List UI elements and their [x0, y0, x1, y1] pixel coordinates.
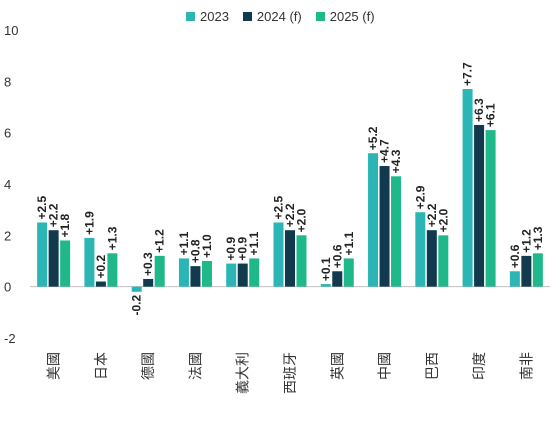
category-label: 印度: [472, 352, 488, 380]
data-label: -0.2: [130, 294, 144, 315]
data-label: +6.1: [484, 103, 498, 127]
legend-item: 2023: [186, 9, 229, 24]
data-label: +2.5: [272, 195, 286, 219]
data-label: +1.9: [82, 211, 96, 235]
legend-swatch: [315, 12, 325, 21]
category-label: 德國: [141, 352, 157, 380]
category-label: 英國: [329, 352, 346, 380]
bar: [107, 253, 118, 287]
data-label: +0.6: [508, 244, 522, 268]
bar: [190, 266, 201, 287]
bar: [285, 230, 295, 287]
data-label: +2.9: [413, 185, 427, 209]
bar: [143, 278, 154, 287]
data-label: +0.1: [319, 257, 333, 281]
bar: [178, 258, 189, 287]
bar: [237, 263, 248, 287]
bar: [48, 230, 59, 287]
data-label: +1.1: [177, 231, 191, 255]
data-label: +1.2: [519, 229, 533, 253]
category-label: 美國: [47, 352, 63, 380]
bar: [332, 271, 343, 287]
bar: [426, 230, 437, 287]
y-tick-label: 4: [4, 177, 11, 192]
data-label: +4.3: [389, 149, 403, 173]
bar: [296, 235, 307, 287]
data-label: +5.2: [366, 126, 380, 150]
legend-label: 2024 (f): [256, 9, 302, 24]
bar: [438, 235, 449, 287]
category-label: 中國: [378, 352, 394, 380]
y-tick-label: 8: [4, 74, 11, 89]
chart-legend: 2023 2024 (f) 2025 (f): [186, 9, 375, 24]
data-label: +0.6: [330, 244, 344, 268]
category-label: 日本: [94, 352, 110, 380]
legend-label: 2023: [200, 9, 229, 24]
bar: [154, 255, 165, 287]
bar: [415, 212, 426, 287]
category-label: 法國: [188, 352, 204, 380]
y-tick-label: 6: [4, 126, 11, 141]
legend-swatch: [186, 12, 195, 21]
data-label: +0.2: [94, 255, 108, 279]
bar: [391, 176, 402, 287]
data-label: +2.2: [47, 203, 61, 227]
data-label: +4.7: [378, 139, 392, 163]
bar: [131, 286, 142, 292]
data-label: +6.3: [472, 98, 486, 122]
bar: [95, 281, 106, 287]
data-label: +0.8: [188, 239, 202, 263]
data-label: +1.2: [153, 229, 167, 253]
y-tick-label: 10: [4, 23, 18, 38]
data-label: +2.0: [295, 208, 309, 232]
bar: [485, 130, 496, 287]
data-label: +1.8: [58, 213, 72, 237]
data-label: +0.9: [236, 237, 250, 261]
data-label: +2.0: [436, 208, 450, 232]
data-label: +1.3: [531, 226, 545, 250]
bar: [84, 237, 95, 287]
data-label: +2.2: [283, 203, 297, 227]
y-tick-label: -2: [4, 331, 16, 346]
data-label: +2.2: [425, 203, 439, 227]
legend-swatch: [242, 12, 252, 21]
bar: [521, 255, 532, 287]
legend-item: 2024 (f): [242, 9, 302, 24]
legend-label: 2025 (f): [329, 9, 375, 24]
legend-item: 2025 (f): [315, 9, 375, 24]
bar: [201, 261, 212, 287]
data-label: +1.3: [105, 226, 119, 250]
bar: [509, 271, 520, 287]
data-label: +1.1: [247, 231, 261, 255]
bar: [343, 258, 354, 287]
category-label: 南非: [519, 352, 535, 380]
data-label: +1.0: [200, 234, 214, 258]
bar: [320, 284, 331, 287]
bar: [273, 222, 284, 287]
data-label: +7.7: [461, 62, 475, 86]
category-label: 巴西: [425, 352, 441, 380]
bar: [379, 166, 390, 287]
data-label: +0.9: [224, 237, 238, 261]
category-label: 西班牙: [283, 352, 299, 394]
data-label: +2.5: [35, 195, 49, 219]
bar: [368, 153, 379, 287]
bar: [226, 263, 237, 287]
bar: [37, 222, 48, 287]
bar: [60, 240, 71, 287]
y-tick-label: 0: [4, 280, 11, 295]
data-label: +1.1: [342, 231, 356, 255]
y-tick-label: 2: [4, 228, 11, 243]
data-label: +0.3: [141, 252, 155, 276]
bar: [474, 124, 485, 287]
bar: [249, 258, 260, 287]
bar: [532, 253, 543, 287]
bar: [462, 89, 473, 287]
category-label: 義大利: [235, 352, 252, 394]
